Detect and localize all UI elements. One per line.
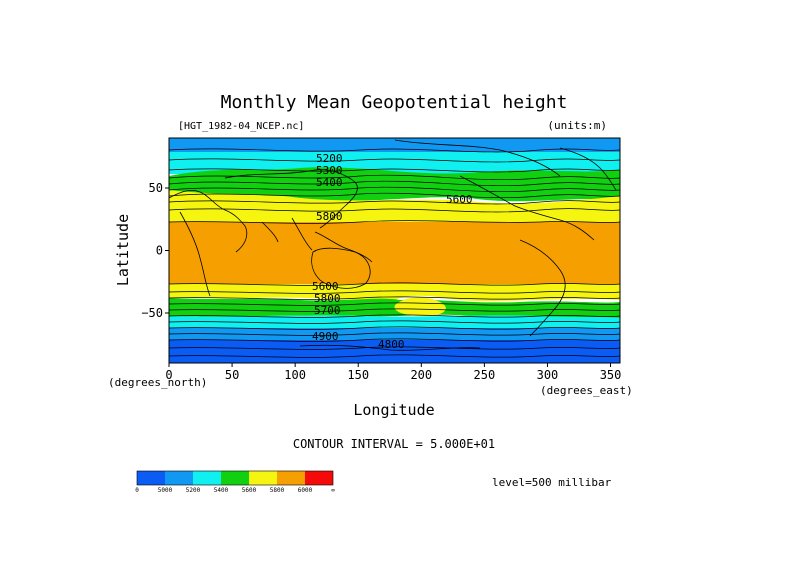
x-tick-label: 200 (410, 368, 432, 382)
legend-swatch (193, 471, 221, 485)
legend-frame (136, 470, 334, 486)
contour-label: 5600 (446, 193, 473, 206)
y-axis-title: Latitude (114, 214, 132, 286)
x-tick-label: 350 (600, 368, 622, 382)
legend-tick-label: ∞ (331, 487, 335, 494)
band-5000-5200-south (169, 328, 620, 340)
legend-tick-label: 5800 (270, 487, 285, 494)
legend-tick-label: 5400 (214, 487, 229, 494)
band-5200-5400-north (169, 152, 620, 174)
band-5600-5800-south (169, 284, 620, 302)
band-5200-5400-south (169, 315, 620, 328)
legend-swatch (249, 471, 277, 485)
contour-label: 5800 (314, 292, 341, 305)
legend-tick-label: 5200 (186, 487, 201, 494)
x-unit-label: (degrees_east) (540, 384, 633, 397)
legend-tick-label: 6000 (298, 487, 313, 494)
contour-label: 5700 (314, 304, 341, 317)
x-axis-title: Longitude (353, 401, 434, 419)
contour-interval-text: CONTOUR INTERVAL = 5.000E+01 (293, 437, 495, 451)
contour-label: 5300 (316, 164, 343, 177)
contour-label: 4800 (378, 338, 405, 351)
x-tick-label: 100 (284, 368, 306, 382)
x-tick-label: 0 (165, 368, 172, 382)
legend-tick-label: 5000 (158, 487, 173, 494)
contour-label: 5600 (312, 280, 339, 293)
band-5400-5600-north (169, 167, 620, 202)
chart-title: Monthly Mean Geopotential height (221, 92, 568, 113)
y-unit-label: (degrees_north) (108, 376, 207, 389)
file-label: [HGT_1982-04_NCEP.nc] (178, 121, 304, 132)
y-tick-label: 50 (149, 181, 163, 195)
legend-swatch (305, 471, 333, 485)
band-5400-5600-south (169, 298, 620, 318)
x-tick-label: 300 (537, 368, 559, 382)
contour-label: 5800 (316, 210, 343, 223)
x-axis-ticks: 0 50 100 150 200 250 300 350 (165, 363, 621, 382)
band-5800-6000 (169, 222, 620, 284)
units-label: (units:m) (547, 119, 607, 132)
color-legend: 0 5000 5200 5400 5600 5800 6000 ∞ (135, 470, 335, 494)
high-pocket-south (394, 297, 446, 316)
plot-area (169, 138, 620, 363)
x-tick-label: 150 (347, 368, 369, 382)
legend-swatch (277, 471, 305, 485)
y-axis-ticks: 50 0 −50 (141, 181, 169, 320)
legend-tick-label: 0 (135, 487, 139, 494)
contour-label: 4900 (312, 330, 339, 343)
contour-label: 5200 (316, 152, 343, 165)
legend-swatch (165, 471, 193, 485)
y-tick-label: 0 (156, 244, 163, 258)
legend-tick-label: 5600 (242, 487, 257, 494)
level-text: level=500 millibar (492, 476, 612, 489)
coastlines (169, 139, 617, 351)
band-5600-5800-north (169, 190, 620, 222)
legend-swatch (221, 471, 249, 485)
contour-lines (169, 148, 620, 358)
legend-swatch (137, 471, 165, 485)
contour-label: 5400 (316, 176, 343, 189)
band-5000-5200-north (169, 138, 620, 152)
x-tick-label: 250 (474, 368, 496, 382)
y-tick-label: −50 (141, 306, 163, 320)
x-tick-label: 50 (225, 368, 239, 382)
